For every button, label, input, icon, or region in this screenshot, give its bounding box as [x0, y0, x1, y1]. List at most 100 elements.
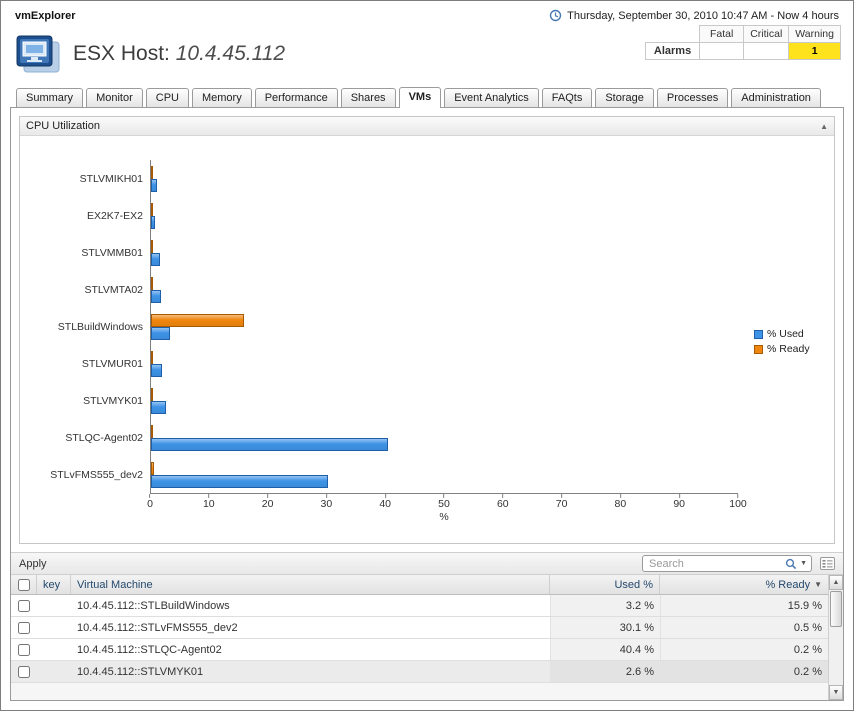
alarms-panel: Fatal Critical Warning Alarms 1	[644, 25, 841, 60]
tab-memory[interactable]: Memory	[191, 88, 252, 107]
sort-desc-icon[interactable]: ▼	[814, 580, 822, 589]
x-axis-tick: 20	[262, 494, 273, 510]
ready-percent-cell: 15.9 %	[660, 595, 828, 616]
bar-ready[interactable]	[151, 276, 153, 290]
bar-ready[interactable]	[151, 461, 154, 475]
column-header-key[interactable]: key	[37, 575, 71, 594]
row-checkbox[interactable]	[18, 643, 30, 656]
tab-shares[interactable]: Shares	[340, 88, 396, 107]
tab-event-analytics[interactable]: Event Analytics	[444, 88, 539, 107]
row-checkbox-cell	[11, 617, 37, 638]
table-settings-icon[interactable]	[820, 557, 835, 570]
legend-swatch	[754, 344, 763, 354]
table-row[interactable]: 10.4.45.112::STLVMYK01 2.6 % 0.2 %	[11, 661, 828, 683]
tab-strip: Summary Monitor CPU Memory Performance Shares…	[10, 87, 844, 108]
key-cell	[37, 617, 71, 638]
bar-used[interactable]	[151, 215, 156, 229]
scrollbar-up-icon[interactable]: ▲	[829, 575, 843, 590]
row-checkbox[interactable]	[18, 621, 30, 634]
bar-ready[interactable]	[151, 202, 153, 216]
alarms-critical-count[interactable]	[743, 42, 790, 60]
chart-bar-group	[150, 308, 738, 345]
bar-ready[interactable]	[151, 424, 153, 438]
search-options-dropdown-icon[interactable]: ▼	[800, 560, 807, 567]
vms-tab-content: CPU Utilization ▲ STLVMIKH01 EX2K7-EX2 STL…	[10, 108, 844, 701]
legend-swatch	[754, 329, 763, 339]
tab-performance[interactable]: Performance	[254, 88, 338, 107]
tab-administration[interactable]: Administration	[731, 88, 821, 107]
bar-ready[interactable]	[151, 165, 153, 179]
bar-used[interactable]	[151, 326, 170, 340]
alarms-corner	[645, 26, 699, 43]
search-box: ▼	[642, 555, 812, 572]
vm-name-cell: 10.4.45.112::STLQC-Agent02	[77, 643, 222, 656]
time-range[interactable]: Thursday, September 30, 2010 10:47 AM - …	[549, 9, 839, 22]
vm-table-body: 10.4.45.112::STLBuildWindows 3.2 % 15.9 % 1…	[11, 595, 828, 683]
key-cell	[37, 639, 71, 660]
vm-table: key Virtual Machine Used % % Ready ▼ 10.…	[11, 575, 843, 700]
host-name: 10.4.45.112	[175, 42, 286, 65]
x-axis-tick: 0	[147, 494, 153, 510]
x-axis-tick: 90	[673, 494, 685, 510]
table-scrollbar[interactable]: ▲ ▼	[828, 575, 843, 700]
x-axis-tick: 30	[321, 494, 332, 510]
chart-category-label: STLVMUR01	[81, 357, 143, 370]
tab-vms[interactable]: VMs	[398, 87, 442, 108]
bar-used[interactable]	[151, 400, 167, 414]
tab-monitor[interactable]: Monitor	[86, 88, 143, 107]
bar-used[interactable]	[151, 363, 163, 377]
chart-category-label: STLVMIKH01	[79, 172, 143, 185]
tab-summary[interactable]: Summary	[16, 88, 84, 107]
x-axis-tick: 50	[438, 494, 450, 510]
tab-storage[interactable]: Storage	[595, 88, 654, 107]
vm-name-cell: 10.4.45.112::STLvFMS555_dev2	[77, 621, 238, 634]
search-input[interactable]	[647, 556, 783, 571]
column-header-virtual-machine[interactable]: Virtual Machine	[71, 575, 550, 594]
scrollbar-track[interactable]	[829, 628, 843, 685]
tab-processes[interactable]: Processes	[656, 88, 729, 107]
table-footer-strip	[11, 683, 828, 700]
chart-bar-group	[150, 234, 738, 271]
bar-ready[interactable]	[151, 350, 153, 364]
alarms-fatal-count[interactable]	[699, 42, 745, 60]
row-checkbox[interactable]	[18, 665, 30, 678]
bar-used[interactable]	[151, 289, 161, 303]
x-axis-tick: 100	[729, 494, 747, 510]
chart-category-row: STLVMUR01	[20, 345, 738, 382]
bar-used[interactable]	[151, 252, 160, 266]
host-header: ESX Host: 10.4.45.112 Fatal Critical War…	[1, 25, 853, 81]
bar-used[interactable]	[151, 178, 157, 192]
bar-ready[interactable]	[151, 387, 153, 401]
column-header-used[interactable]: Used %	[550, 575, 660, 594]
key-cell	[37, 661, 71, 682]
ready-percent-cell: 0.5 %	[660, 617, 828, 638]
chart-bar-group	[150, 419, 738, 456]
row-checkbox-cell	[11, 661, 37, 682]
alarms-warning-count[interactable]: 1	[788, 42, 841, 60]
tab-cpu[interactable]: CPU	[145, 88, 189, 107]
table-row[interactable]: 10.4.45.112::STLBuildWindows 3.2 % 15.9 %	[11, 595, 828, 617]
chart-category-row: STLQC-Agent02	[20, 419, 738, 456]
page-title-prefix: ESX Host:	[73, 42, 170, 65]
apply-button[interactable]: Apply	[19, 557, 47, 570]
bar-ready[interactable]	[151, 313, 245, 327]
select-all-checkbox[interactable]	[17, 578, 30, 591]
scrollbar-thumb[interactable]	[830, 591, 842, 627]
search-icon[interactable]	[785, 558, 797, 570]
chart-category-label: STLQC-Agent02	[65, 431, 143, 444]
column-header-ready-label: % Ready	[765, 578, 811, 591]
x-axis-tick: 10	[203, 494, 215, 510]
panel-scroll-up-icon[interactable]: ▲	[820, 121, 828, 131]
page-title: ESX Host: 10.4.45.112	[73, 42, 285, 66]
tab-faqts[interactable]: FAQts	[541, 88, 593, 107]
table-row[interactable]: 10.4.45.112::STLvFMS555_dev2 30.1 % 0.5 %	[11, 617, 828, 639]
top-bar: vmExplorer Thursday, September 30, 2010 …	[1, 1, 853, 27]
table-row[interactable]: 10.4.45.112::STLQC-Agent02 40.4 % 0.2 %	[11, 639, 828, 661]
used-percent-cell: 40.4 %	[550, 639, 660, 660]
scrollbar-down-icon[interactable]: ▼	[829, 685, 843, 700]
column-header-ready[interactable]: % Ready ▼	[660, 575, 828, 594]
bar-ready[interactable]	[151, 239, 153, 253]
bar-used[interactable]	[151, 437, 389, 451]
bar-used[interactable]	[151, 474, 328, 488]
row-checkbox[interactable]	[18, 599, 30, 612]
